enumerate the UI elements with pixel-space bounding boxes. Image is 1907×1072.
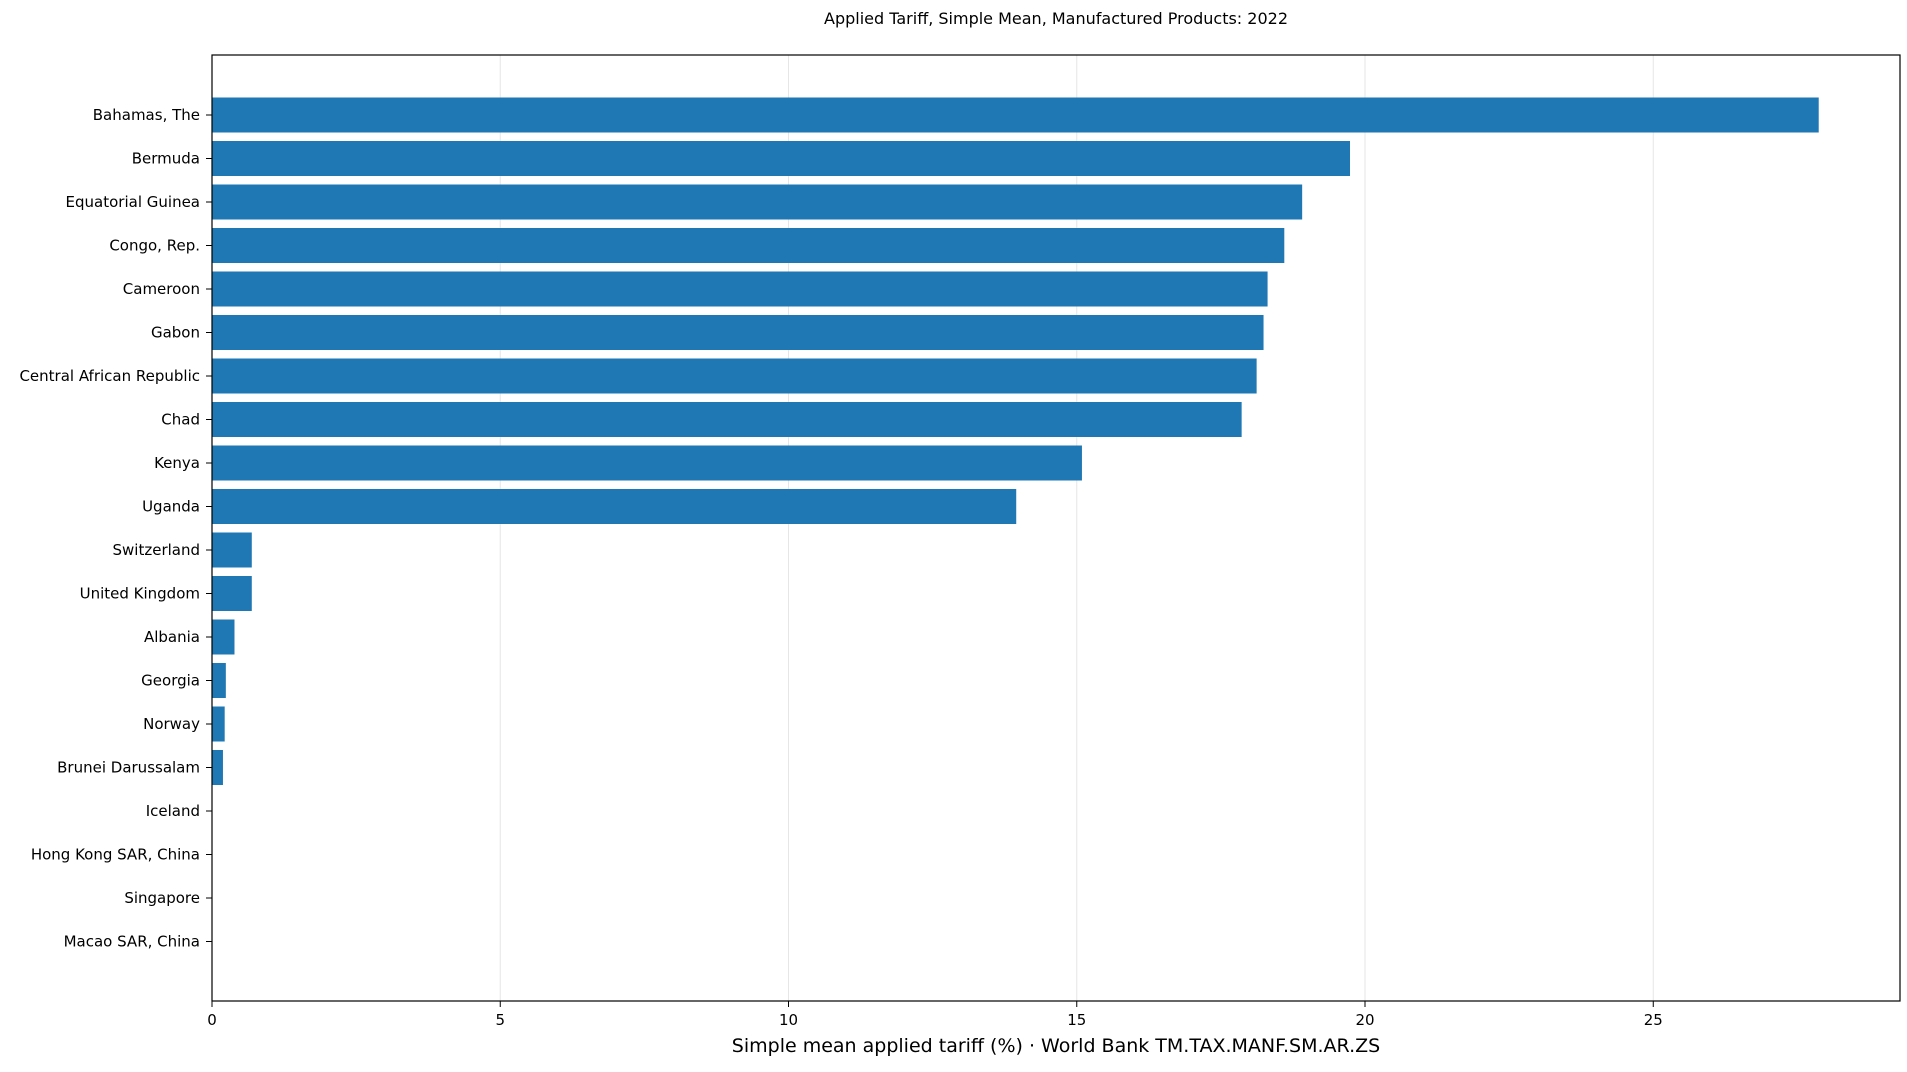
bar [212,489,1017,524]
bar [212,184,1303,220]
chart-title: Applied Tariff, Simple Mean, Manufacture… [824,9,1288,28]
bar [212,402,1242,437]
x-tick-label: 5 [495,1011,505,1029]
bar [212,663,226,698]
x-axis-ticks: 0 5 10 15 20 25 [207,1001,1663,1029]
bar [212,532,252,568]
y-tick-label: Norway [143,715,200,733]
y-tick-label: Cameroon [123,280,200,298]
y-tick-label: Equatorial Guinea [66,193,200,211]
y-tick-label: Hong Kong SAR, China [31,846,200,864]
bars [212,97,1819,785]
x-axis-label: Simple mean applied tariff (%) · World B… [732,1035,1380,1057]
y-tick-label: Bermuda [132,150,200,168]
y-tick-label: United Kingdom [80,585,200,603]
bar [212,358,1257,394]
y-tick-label: Chad [161,411,200,429]
y-tick-label: Kenya [154,454,200,472]
x-tick-label: 10 [779,1011,798,1029]
y-tick-label: Macao SAR, China [64,933,200,951]
y-tick-label: Gabon [151,324,200,342]
y-tick-label: Albania [144,628,200,646]
y-tick-label: Switzerland [113,541,201,559]
y-tick-label: Georgia [141,672,200,690]
y-tick-label: Brunei Darussalam [57,759,200,777]
bar [212,445,1082,481]
y-tick-label: Iceland [146,802,200,820]
y-tick-label: Congo, Rep. [109,237,200,255]
x-tick-label: 20 [1355,1011,1374,1029]
x-tick-label: 25 [1644,1011,1663,1029]
y-tick-label: Singapore [124,889,200,907]
y-tick-label: Uganda [142,498,200,516]
bar [212,576,252,611]
y-tick-label: Bahamas, The [93,106,200,124]
bar [212,619,235,655]
bar [212,315,1264,350]
plot-frame [211,54,1901,1002]
bar [212,228,1285,263]
bar [212,750,223,785]
bar [212,706,225,742]
bar [212,141,1351,176]
y-axis-ticks: Bahamas, The Bermuda Equatorial Guinea Cong… [19,106,212,951]
bar [212,97,1819,133]
y-tick-label: Central African Republic [19,367,200,385]
x-tick-label: 0 [207,1011,217,1029]
x-tick-label: 15 [1067,1011,1086,1029]
bar [212,271,1268,307]
